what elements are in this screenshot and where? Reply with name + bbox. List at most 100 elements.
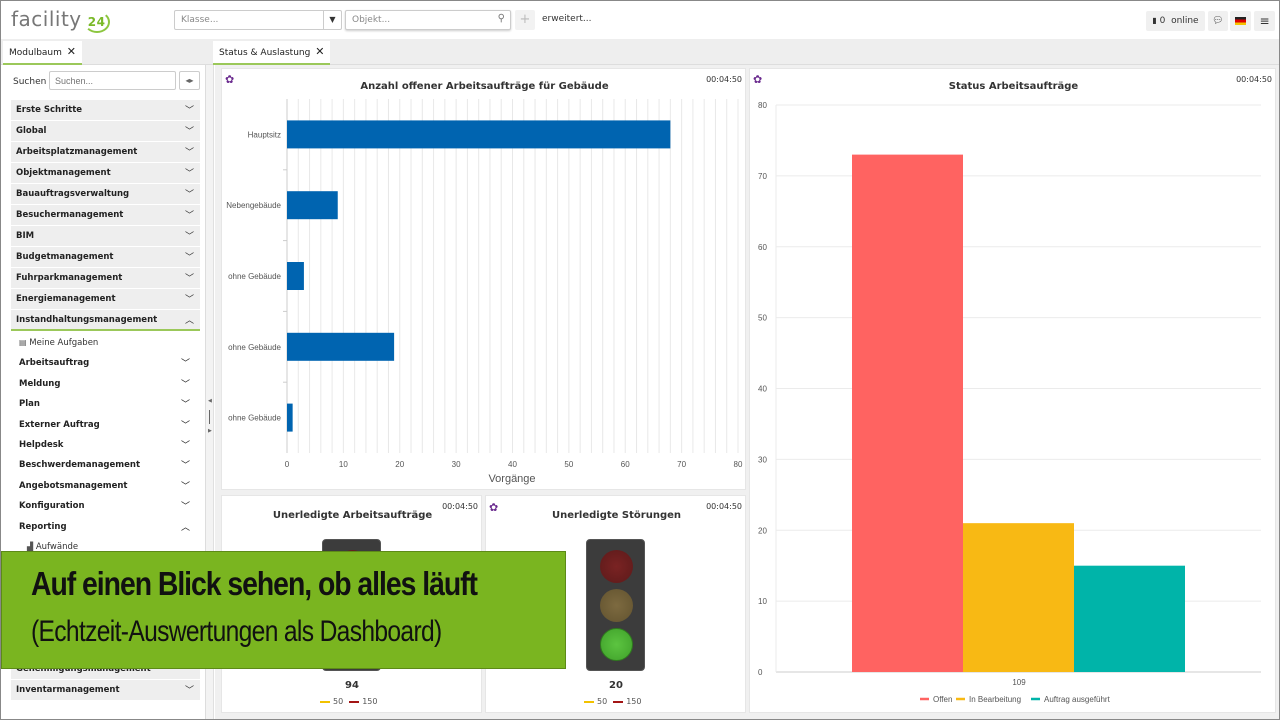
bar[interactable] [287, 191, 338, 220]
sidebar-item-helpdesk[interactable]: Helpdesk ﹀ [19, 435, 195, 455]
section-label: Objektmanagement [16, 168, 111, 178]
sidebar-section-energiemanagement[interactable]: Energiemanagement ﹀ [11, 289, 200, 310]
sidebar-item-angebotsmanagement[interactable]: Angebotsmanagement ﹀ [19, 476, 195, 496]
speech-bubble-icon: 💬︎ [1212, 16, 1224, 26]
bar-in-bearbeitung[interactable] [963, 523, 1074, 672]
online-users-button[interactable]: ▮ 0 online [1146, 11, 1205, 31]
chevron-down-icon: ﹀ [180, 379, 190, 390]
sidebar-section-bauauftragsverwaltung[interactable]: Bauauftragsverwaltung ﹀ [11, 184, 200, 205]
sidebar-item-arbeitsauftrag[interactable]: Arbeitsauftrag ﹀ [19, 353, 195, 373]
threshold-legend: 50 150 [314, 697, 377, 706]
section-label: Energiemanagement [16, 294, 116, 304]
x-tick-label: 30 [452, 460, 461, 469]
y-tick-label: 0 [758, 668, 763, 677]
sidebar-section-inventarmanagement[interactable]: Inventarmanagement ﹀ [11, 680, 200, 701]
add-button[interactable]: + [515, 10, 535, 30]
tab-label: Modulbaum [9, 48, 62, 58]
legend-label[interactable]: Auftrag ausgeführt [1044, 695, 1111, 704]
collapse-left-icon[interactable]: ◀ [208, 398, 212, 404]
sidebar-section-global[interactable]: Global ﹀ [11, 121, 200, 142]
klasse-select[interactable]: Klasse... ▼ [174, 10, 342, 30]
bar[interactable] [287, 120, 671, 149]
sidebar-section-budgetmanagement[interactable]: Budgetmanagement ﹀ [11, 247, 200, 268]
sidebar-item-beschwerdemanagement[interactable]: Beschwerdemanagement ﹀ [19, 455, 195, 475]
chevron-down-icon: ﹀ [184, 148, 194, 158]
logo-text: facility [11, 7, 82, 31]
item-label: Arbeitsauftrag [19, 358, 90, 369]
chevron-down-icon: ﹀ [184, 211, 194, 221]
sidebar-item-meine-aufgaben[interactable]: ▤ Meine Aufgaben [19, 333, 195, 353]
sidebar-item-meldung[interactable]: Meldung ﹀ [19, 374, 195, 394]
banner-headline: Auf einen Blick sehen, ob alles läuft [31, 565, 478, 602]
legend-label[interactable]: Offen [933, 695, 952, 704]
sidebar-section-bim[interactable]: BIM ﹀ [11, 226, 200, 247]
bar[interactable] [287, 403, 293, 432]
hamburger-icon: ≡ [1259, 14, 1270, 28]
menu-button[interactable]: ≡ [1254, 11, 1275, 31]
green-lamp-lit [600, 628, 633, 661]
german-flag-icon [1235, 16, 1246, 25]
red-threshold: 150 [362, 697, 378, 706]
language-button[interactable] [1230, 11, 1251, 31]
chevron-down-icon: ﹀ [180, 400, 190, 411]
bar-auftrag-ausgeführt[interactable] [1074, 565, 1185, 672]
tree-toggle-button[interactable]: ◂▸ [179, 71, 200, 90]
module-search-input[interactable] [49, 71, 176, 90]
settings-gear-icon[interactable]: ✿ [753, 73, 763, 86]
logo[interactable]: facility 24 [11, 7, 110, 33]
sidebar-item-externer-auftrag[interactable]: Externer Auftrag ﹀ [19, 415, 195, 435]
dropdown-arrow-icon[interactable]: ▼ [323, 11, 341, 29]
sidebar-section-fuhrparkmanagement[interactable]: Fuhrparkmanagement ﹀ [11, 268, 200, 289]
settings-gear-icon[interactable]: ✿ [225, 73, 235, 86]
item-label: Meldung [19, 378, 61, 389]
search-icon[interactable]: ⚲ [497, 13, 505, 24]
tab-modulbaum[interactable]: Modulbaum ✕ [3, 41, 82, 65]
sidebar-item-reporting[interactable]: Reporting ︿ [19, 517, 195, 537]
section-label: Arbeitsplatzmanagement [16, 147, 138, 157]
bar-offen[interactable] [852, 154, 963, 673]
sidebar-item-konfiguration[interactable]: Konfiguration ﹀ [19, 496, 195, 516]
settings-gear-icon[interactable]: ✿ [489, 501, 499, 514]
close-icon[interactable]: ✕ [66, 45, 76, 58]
chevron-down-icon: ﹀ [184, 253, 194, 263]
y-category-label: ohne Gebäude [228, 343, 281, 352]
chevron-down-icon: ﹀ [184, 106, 194, 116]
status-bar-chart: 109 0 10 20 30 40 50 60 70 80 Offen In Bearbeitung… [758, 101, 1261, 704]
refresh-timestamp: 00:04:50 [706, 75, 742, 84]
item-label: Beschwerdemanagement [19, 460, 141, 471]
comment-icon: ▮ [1152, 16, 1157, 25]
sidebar-splitter[interactable]: ◀ ▶ [206, 65, 214, 719]
sidebar-item-aufwände[interactable]: ▟ Aufwände [27, 537, 203, 557]
sidebar-section-besuchermanagement[interactable]: Besuchermanagement ﹀ [11, 205, 200, 226]
chat-button[interactable]: 💬︎ [1208, 11, 1228, 31]
x-tick-label: 70 [677, 460, 686, 469]
chevron-down-icon: ﹀ [180, 359, 190, 370]
sidebar-section-erste-schritte[interactable]: Erste Schritte ﹀ [11, 100, 200, 121]
section-label: Bauauftragsverwaltung [16, 189, 130, 199]
legend-label[interactable]: In Bearbeitung [969, 695, 1021, 704]
traffic-light [586, 539, 645, 671]
bar[interactable] [287, 262, 304, 290]
panel-buildings-chart: ✿ Anzahl offener Arbeitsaufträge für Geb… [221, 68, 746, 490]
bar[interactable] [287, 332, 395, 361]
panel-title: Unerledigte Störungen [551, 510, 682, 521]
sidebar-section-arbeitsplatzmanagement[interactable]: Arbeitsplatzmanagement ﹀ [11, 142, 200, 163]
chevron-down-icon: ﹀ [180, 481, 190, 492]
x-tick-label: 40 [508, 460, 517, 469]
objekt-search-input[interactable]: Objekt... ⚲ [345, 10, 511, 30]
sidebar-item-plan[interactable]: Plan ﹀ [19, 394, 195, 414]
y-tick-label: 50 [758, 314, 767, 323]
chevron-up-icon: ︿ [184, 316, 194, 326]
erweitert-link[interactable]: erweitert... [542, 14, 592, 24]
sidebar-section-instandhaltungsmanagement[interactable]: Instandhaltungsmanagement ︿ [11, 310, 200, 331]
section-label: Instandhaltungsmanagement [16, 315, 158, 325]
section-label: BIM [16, 231, 35, 241]
expand-right-icon[interactable]: ▶ [208, 428, 212, 434]
splitter-grip[interactable] [209, 410, 210, 424]
close-icon[interactable]: ✕ [315, 45, 325, 58]
tab-status-auslastung[interactable]: Status & Auslastung ✕ [213, 41, 331, 65]
sidebar-section-objektmanagement[interactable]: Objektmanagement ﹀ [11, 163, 200, 184]
yellow-threshold-swatch [320, 700, 330, 703]
module-tree-sidebar: Suchen ◂▸ Erste Schritte﹀Global﹀Arbeitsp… [1, 65, 206, 719]
y-tick-label: 30 [758, 455, 767, 464]
